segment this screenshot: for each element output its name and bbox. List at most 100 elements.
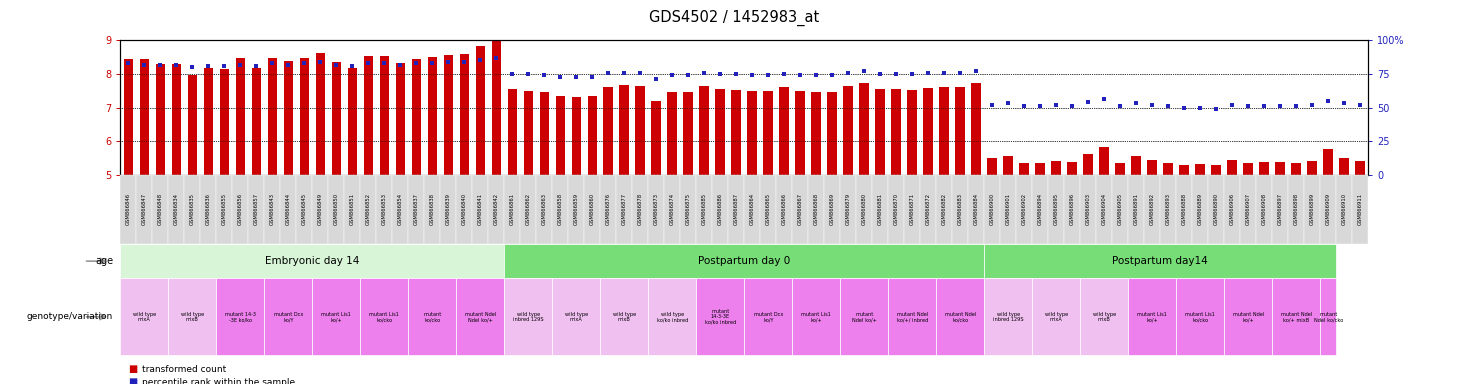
Bar (1164, 163, 1173, 175)
Point (725, 71, 749, 77)
Bar (796, 91, 804, 175)
Text: GSM866862: GSM866862 (526, 193, 531, 225)
Point (661, 72, 684, 78)
Point (693, 70, 716, 76)
Point (501, 71, 524, 77)
Bar (972, 83, 981, 175)
Point (948, 70, 972, 76)
Text: GSM866875: GSM866875 (686, 193, 691, 225)
Bar (1116, 163, 1124, 175)
Point (596, 70, 619, 76)
Point (885, 71, 909, 77)
Point (837, 70, 860, 76)
Point (1092, 96, 1116, 103)
Text: mutant Dcx
ko/Y: mutant Dcx ko/Y (753, 311, 782, 322)
Point (1108, 103, 1132, 109)
Bar (940, 87, 948, 175)
Bar (267, 58, 277, 175)
Bar (1292, 163, 1301, 175)
Bar (1067, 162, 1078, 175)
Text: GSM866895: GSM866895 (1054, 193, 1058, 225)
Text: GSM866908: GSM866908 (1261, 193, 1267, 225)
Bar (299, 58, 310, 175)
Point (964, 68, 988, 74)
Bar (316, 53, 324, 175)
Text: GSM866870: GSM866870 (894, 193, 898, 225)
Text: mutant Ndel
ko/+: mutant Ndel ko/+ (1233, 311, 1264, 322)
Point (181, 64, 204, 70)
Text: GSM866871: GSM866871 (910, 193, 915, 225)
Point (612, 70, 636, 76)
Bar (411, 59, 421, 175)
Bar (555, 96, 565, 175)
Text: GSM866864: GSM866864 (750, 193, 755, 225)
Bar (619, 85, 630, 175)
Bar (459, 55, 470, 175)
Text: wild type
mixA: wild type mixA (132, 311, 156, 322)
Text: wild type
ko/ko inbred: wild type ko/ko inbred (656, 311, 688, 322)
Text: GSM866855: GSM866855 (222, 193, 228, 225)
Text: GSM866842: GSM866842 (493, 193, 499, 225)
Text: GSM866888: GSM866888 (1182, 193, 1186, 225)
Text: GSM866837: GSM866837 (414, 193, 418, 225)
Text: GSM866845: GSM866845 (302, 193, 307, 225)
Text: GSM866838: GSM866838 (430, 193, 435, 225)
Bar (380, 56, 389, 175)
Point (1013, 103, 1036, 109)
Text: GSM866854: GSM866854 (398, 193, 402, 225)
Point (1284, 103, 1308, 109)
Bar (828, 92, 837, 175)
Bar (603, 87, 614, 175)
Text: GSM866846: GSM866846 (126, 193, 131, 225)
Point (308, 59, 332, 65)
Text: GSM866887: GSM866887 (734, 193, 738, 225)
Text: GSM866890: GSM866890 (1214, 193, 1218, 225)
Text: Embryonic day 14: Embryonic day 14 (266, 256, 360, 266)
Text: GSM866884: GSM866884 (973, 193, 979, 225)
Bar (540, 92, 549, 175)
Bar (492, 38, 501, 175)
Text: GSM866898: GSM866898 (1293, 193, 1299, 225)
Bar (747, 91, 757, 175)
Point (197, 63, 220, 69)
Text: mutant Ndel
Ndel ko/+: mutant Ndel Ndel ko/+ (465, 311, 496, 322)
Text: GSM866851: GSM866851 (349, 193, 355, 225)
Point (213, 63, 236, 69)
Text: percentile rank within the sample: percentile rank within the sample (142, 377, 295, 384)
Point (756, 72, 780, 78)
Text: GSM866883: GSM866883 (957, 193, 963, 225)
Point (804, 72, 828, 78)
Text: GSM866876: GSM866876 (606, 193, 611, 225)
Point (821, 72, 844, 78)
Text: GSM866858: GSM866858 (558, 193, 562, 225)
Text: GSM866878: GSM866878 (637, 193, 643, 225)
Bar (1004, 156, 1013, 175)
Text: mutant Lis1
ko/cko: mutant Lis1 ko/cko (1185, 311, 1216, 322)
Text: mutant
14-3-3E
ko/ko inbred: mutant 14-3-3E ko/ko inbred (705, 309, 735, 325)
Text: Postpartum day14: Postpartum day14 (1113, 256, 1208, 266)
Text: GSM866880: GSM866880 (862, 193, 866, 225)
Text: GSM866909: GSM866909 (1326, 193, 1330, 225)
Bar (1227, 160, 1238, 175)
Point (373, 60, 396, 66)
Bar (1276, 162, 1284, 175)
Text: GSM866834: GSM866834 (173, 193, 179, 225)
Text: GSM866839: GSM866839 (446, 193, 451, 225)
Text: GSM866896: GSM866896 (1070, 193, 1075, 225)
Point (740, 72, 763, 78)
Bar (1019, 163, 1029, 175)
Text: GSM866902: GSM866902 (1022, 193, 1026, 225)
Bar (731, 90, 741, 175)
Text: ■: ■ (128, 364, 137, 374)
Bar (123, 59, 134, 175)
Point (389, 61, 413, 68)
Bar (907, 90, 918, 175)
Text: GSM866865: GSM866865 (766, 193, 771, 225)
Text: GSM866905: GSM866905 (1117, 193, 1123, 225)
Text: age: age (95, 256, 113, 266)
Bar (956, 87, 964, 175)
Text: GSM866844: GSM866844 (286, 193, 291, 225)
Text: GSM866866: GSM866866 (782, 193, 787, 225)
Bar (139, 60, 150, 175)
Point (580, 73, 603, 79)
